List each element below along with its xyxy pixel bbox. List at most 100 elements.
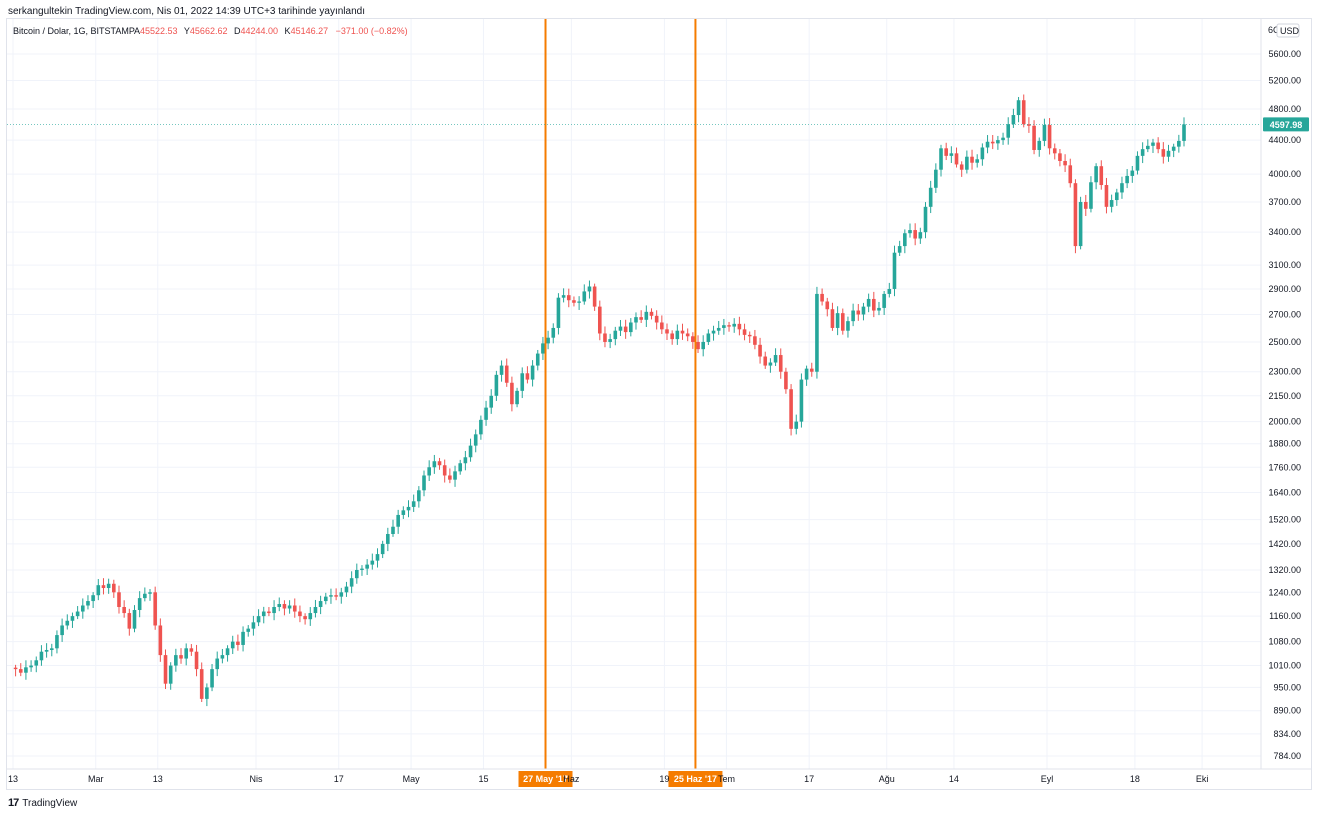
candle-body xyxy=(835,313,840,328)
candle-body xyxy=(742,329,747,335)
price-tick-label: 2700.00 xyxy=(1268,309,1301,319)
candle-body xyxy=(261,611,266,617)
candle-body xyxy=(934,169,938,188)
candle-body xyxy=(334,595,338,597)
candle-body xyxy=(1078,201,1083,247)
candle-body xyxy=(634,317,638,323)
candle-body xyxy=(587,286,592,292)
candle-body xyxy=(908,230,912,234)
candle-body xyxy=(1114,192,1119,201)
candle-body xyxy=(375,554,380,561)
time-axis[interactable]: 13 Mar 13 Nis 17 May 15 Haz 19 Tem 17 Ağu 14 Eyl 18 Eki xyxy=(7,768,1311,784)
candle-body xyxy=(1058,153,1062,161)
candle-body xyxy=(137,598,142,611)
price-axis[interactable]: 5600.00 5200.00 4800.00 4400.00 4000.00 3700.… xyxy=(7,19,1309,769)
candle-body xyxy=(716,327,721,331)
candle-body xyxy=(903,233,907,247)
candle-body xyxy=(1083,201,1088,209)
candle-body xyxy=(654,315,659,323)
candle-body xyxy=(825,301,830,310)
price-tick-label: 784.00 xyxy=(1273,751,1301,761)
currency-label[interactable]: USD xyxy=(1276,23,1300,38)
candle-body xyxy=(1068,165,1073,184)
chart-frame[interactable]: 27 May '17 25 Haz '17 5600.00 5200.00 4800.… xyxy=(6,18,1312,790)
candle-body xyxy=(448,475,452,480)
candle-body xyxy=(55,635,59,649)
candle-body xyxy=(872,298,876,311)
candle-body xyxy=(866,298,871,307)
candle-body xyxy=(985,141,990,148)
candle-body xyxy=(386,533,390,544)
candlestick-chart[interactable]: 27 May '17 25 Haz '17 5600.00 5200.00 4800.… xyxy=(7,19,1311,789)
candle-body xyxy=(551,327,556,338)
candle-body xyxy=(566,295,571,301)
candle-body xyxy=(44,649,49,652)
candle-body xyxy=(1016,100,1021,116)
candle-body xyxy=(773,355,778,363)
vertical-markers: 27 May '17 25 Haz '17 xyxy=(518,19,723,787)
legend-change: −371.00 (−0.82%) xyxy=(336,26,408,36)
price-tick-label: 1320.00 xyxy=(1268,565,1301,575)
price-tick-label: 1160.00 xyxy=(1269,611,1301,621)
candle-body xyxy=(959,164,964,170)
candle-body xyxy=(1151,142,1155,146)
price-tick-label: 1640.00 xyxy=(1268,487,1301,497)
time-tick-label: 14 xyxy=(949,774,959,784)
candle-body xyxy=(763,356,768,366)
candle-body xyxy=(13,667,18,670)
candle-body xyxy=(241,631,245,645)
candle-body xyxy=(1047,125,1052,149)
candle-body xyxy=(29,665,33,668)
candle-body xyxy=(809,368,814,372)
candle-body xyxy=(267,611,271,614)
candle-body xyxy=(303,616,307,620)
candle-body xyxy=(427,467,431,476)
candle-body xyxy=(990,141,995,144)
candle-body xyxy=(313,607,318,614)
candle-body xyxy=(747,334,752,337)
marker-date-badge xyxy=(668,771,723,787)
candle-body xyxy=(882,293,886,308)
candle-body xyxy=(344,586,349,593)
candle-body xyxy=(396,514,400,527)
price-tick-label: 890.00 xyxy=(1273,706,1301,716)
candle-body xyxy=(1011,115,1016,125)
candle-body xyxy=(1130,170,1135,176)
candle-body xyxy=(174,655,178,666)
candle-body xyxy=(592,286,597,307)
candle-body xyxy=(473,434,478,446)
candle-body xyxy=(251,622,256,629)
candle-body xyxy=(520,373,525,391)
candle-body xyxy=(205,687,209,699)
price-tick-label: 950.00 xyxy=(1273,682,1301,692)
candle-body xyxy=(727,325,731,327)
candle-body xyxy=(804,368,809,380)
candle-body xyxy=(432,461,437,468)
candle-body xyxy=(143,593,147,599)
candle-body xyxy=(856,310,861,315)
time-tick-label: 17 xyxy=(334,774,344,784)
price-tick-label: 5600.00 xyxy=(1268,49,1301,59)
candle-body xyxy=(442,465,447,476)
candle-body xyxy=(127,613,132,629)
candle-body xyxy=(355,569,359,579)
candle-body xyxy=(846,321,850,331)
candle-body xyxy=(236,641,240,645)
price-tick-label: 1240.00 xyxy=(1268,587,1301,597)
candle-body xyxy=(706,333,711,342)
candle-body xyxy=(117,592,121,608)
candle-body xyxy=(618,326,623,331)
candle-body xyxy=(954,153,959,165)
time-tick-label: 19 xyxy=(659,774,669,784)
candle-body xyxy=(380,543,385,555)
candle-body xyxy=(468,445,473,458)
legend-open: 45522.53 xyxy=(140,26,178,36)
candle-body xyxy=(1006,124,1011,138)
time-tick-label: Ağu xyxy=(879,774,895,784)
price-tick-label: 2150.00 xyxy=(1268,391,1301,401)
candle-body xyxy=(597,306,602,334)
symbol-legend: Bitcoin / Dolar, 1G, BITSTAMP A45522.53 … xyxy=(13,26,408,36)
candle-body xyxy=(789,389,793,429)
candle-body xyxy=(603,333,607,342)
price-tick-label: 4000.00 xyxy=(1268,169,1301,179)
